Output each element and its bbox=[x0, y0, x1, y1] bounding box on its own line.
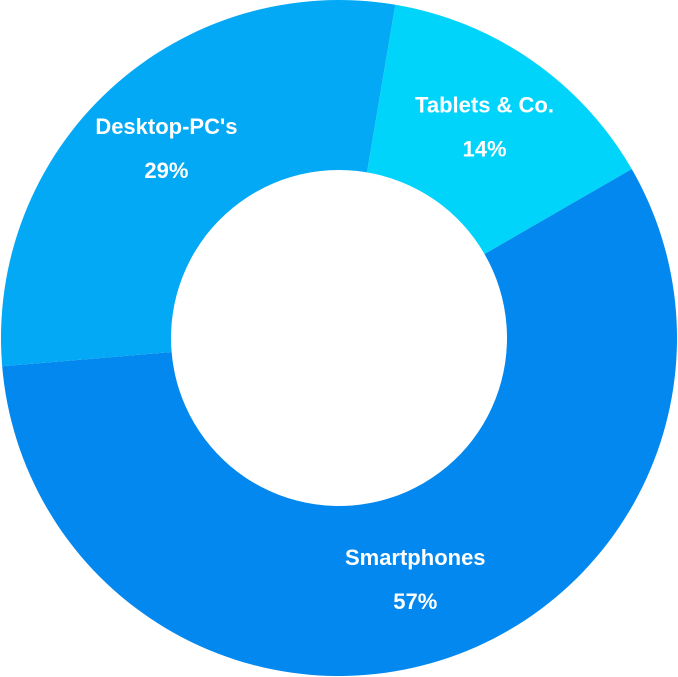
slice-desktop-pc-s[interactable] bbox=[1, 0, 396, 367]
slice-value-desktop-pc-s: 29% bbox=[144, 158, 188, 183]
slice-tablets-co[interactable] bbox=[367, 4, 632, 255]
slice-label-tablets-co: Tablets & Co. bbox=[415, 92, 554, 117]
slice-smartphones[interactable] bbox=[2, 169, 677, 676]
slice-label-desktop-pc-s: Desktop-PC's bbox=[95, 114, 237, 139]
chart-labels: Smartphones 57% Desktop-PC's 29% Tablets & C… bbox=[95, 92, 554, 614]
slice-value-tablets-co: 14% bbox=[463, 136, 507, 161]
slice-label-smartphones: Smartphones bbox=[345, 545, 486, 570]
slice-value-smartphones: 57% bbox=[393, 589, 437, 614]
